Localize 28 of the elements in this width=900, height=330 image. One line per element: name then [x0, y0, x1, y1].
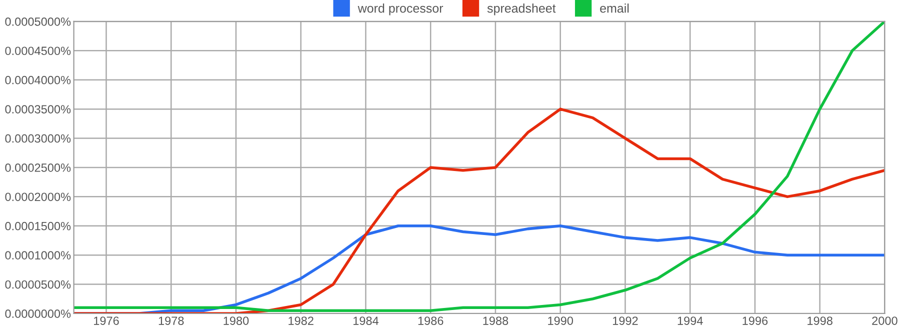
y-tick-label: 0.0004500% [5, 46, 71, 56]
y-tick-label: 0.0001500% [5, 222, 71, 230]
x-tick-label: 1994 [678, 316, 703, 325]
y-tick-label: 0.0005000% [5, 17, 71, 26]
x-tick-label: 2000 [872, 316, 898, 325]
line-series [74, 21, 885, 312]
y-tick-label: 0.0000500% [5, 280, 71, 289]
y-tick-label: 0.0004000% [5, 76, 71, 84]
y-tick-label: 0.0002500% [5, 164, 71, 172]
x-tick-label: 1996 [742, 316, 768, 325]
y-tick-label: 0.0002000% [5, 192, 71, 202]
x-tick-label: 1990 [548, 316, 574, 325]
x-tick-label: 1984 [353, 316, 379, 325]
y-tick-label: 0.0003000% [5, 134, 71, 143]
legend-label: word processor [358, 4, 444, 16]
y-tick-label: 0.0001000% [5, 251, 71, 260]
y-tick-label: 0.0000000% [5, 310, 71, 318]
x-tick-label: 1976 [94, 316, 119, 325]
x-tick-label: 1998 [808, 316, 832, 325]
legend-label: email [600, 4, 629, 13]
x-tick-label: 1978 [158, 316, 184, 325]
legend-label: spreadsheet [487, 4, 556, 16]
x-tick-label: 1986 [418, 316, 444, 325]
x-tick-label: 1988 [483, 316, 508, 325]
x-tick-label: 1992 [612, 316, 638, 325]
y-tick-label: 0.0003500% [5, 105, 71, 114]
x-tick-label: 1982 [288, 316, 314, 325]
x-tick-label: 1980 [224, 316, 249, 325]
